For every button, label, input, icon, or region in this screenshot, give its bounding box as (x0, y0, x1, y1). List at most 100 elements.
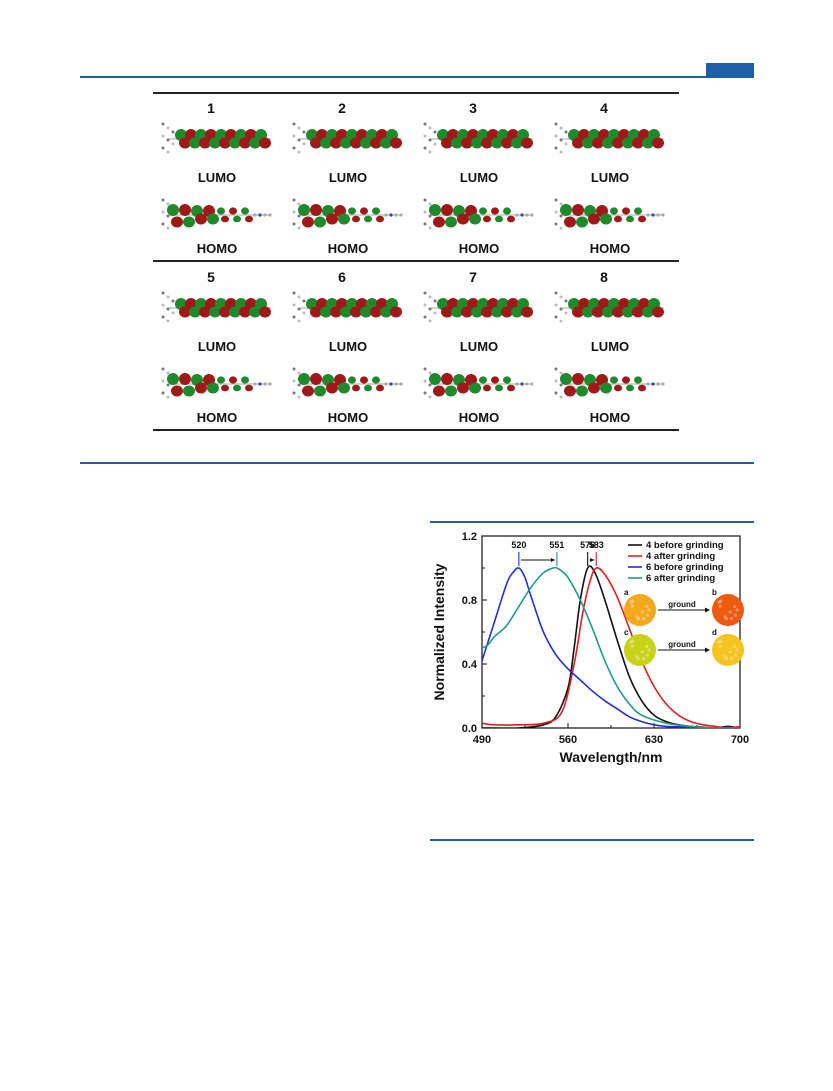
chart-top-rule (430, 521, 754, 523)
powder-grain (717, 640, 721, 644)
lumo-label: LUMO (197, 339, 237, 354)
inset-label-b: b (712, 588, 717, 597)
orbital-panel-7: 7 LUMO HOMO (415, 261, 546, 429)
lumo-label: LUMO (459, 339, 499, 354)
powder-grain (733, 644, 737, 649)
powder-grain (719, 639, 723, 643)
powder-grain (733, 653, 738, 657)
panel-number: 7 (469, 269, 477, 285)
powder-grain (631, 639, 635, 643)
panel-number: 4 (600, 100, 608, 116)
shift-arrow-6-head (550, 558, 555, 562)
lumo-orbital-image (423, 122, 533, 154)
homo-label: HOMO (458, 410, 500, 425)
emission-spectrum-chart: 490 560 630 700 0.0 0.4 0.8 1.2 Wavelength/nm Nor… (430, 520, 754, 842)
powder-grain (647, 608, 651, 612)
lumo-orbital-image (554, 291, 664, 323)
homo-orbital-image (423, 367, 534, 399)
powder-grain (728, 650, 732, 654)
lumo-orbital-image (423, 291, 533, 323)
panel-number: 8 (600, 269, 608, 285)
orbital-panel-8: 8 LUMO HOMO (546, 261, 677, 429)
lumo-label: LUMO (590, 339, 630, 354)
powder-grain (733, 604, 737, 609)
peak-label-583: 583 (589, 540, 604, 550)
legend-label-3: 6 after grinding (646, 573, 715, 584)
homo-orbital-image (423, 198, 534, 230)
orbital-bottom-rule (153, 429, 679, 431)
powder-grain (647, 648, 651, 652)
powder-grain (728, 610, 732, 614)
lumo-orbital-image (161, 291, 271, 323)
powder-grain (636, 657, 640, 661)
powder-grain (735, 608, 739, 612)
homo-orbital-image (554, 198, 665, 230)
powder-grain (641, 616, 646, 621)
homo-label: HOMO (327, 241, 369, 256)
powder-grain (718, 644, 722, 648)
homo-label: HOMO (458, 241, 500, 256)
lumo-label: LUMO (328, 170, 368, 185)
lumo-orbital-image (161, 122, 271, 154)
inset-photo-b (712, 594, 744, 626)
homo-label: HOMO (196, 410, 238, 425)
panel-number: 3 (469, 100, 477, 116)
header-rule (80, 76, 754, 78)
powder-grain (641, 656, 646, 661)
x-tick-label: 490 (473, 734, 491, 746)
ground-label-0: ground (668, 600, 696, 609)
powder-grain (631, 599, 635, 603)
orbital-mid-rule (153, 260, 679, 262)
powder-grain (635, 655, 639, 659)
orbital-figure: 1 LUMO HOMO 2 LUMO HOMO 3 LUMO HOMO 4 LUMO HOMO 5 LUM… (153, 92, 679, 431)
powder-swatch (624, 634, 656, 666)
ground-arrow-head-1 (705, 647, 710, 653)
x-tick-label: 700 (731, 734, 749, 746)
powder-grain (724, 657, 728, 661)
lumo-label: LUMO (197, 170, 237, 185)
lumo-orbital-image (292, 291, 402, 323)
powder-grain (629, 600, 633, 604)
peak-label-576: 576 (580, 540, 595, 550)
panel-number: 5 (207, 269, 215, 285)
orbital-panel-1: 1 LUMO HOMO (153, 92, 284, 260)
y-tick-label: 0.8 (462, 595, 477, 607)
powder-grain (645, 604, 649, 609)
powder-grain (636, 617, 640, 621)
shift-arrow-4-head (590, 558, 595, 562)
homo-orbital-image (554, 367, 665, 399)
homo-label: HOMO (327, 410, 369, 425)
panel-number: 6 (338, 269, 346, 285)
powder-grain (629, 640, 633, 644)
powder-swatch (624, 594, 656, 626)
powder-grain (645, 644, 649, 649)
powder-grain (735, 648, 739, 652)
inset-photo-a (624, 594, 656, 626)
powder-grain (718, 604, 722, 608)
powder-grain (724, 617, 728, 621)
powder-grain (723, 655, 727, 659)
ground-label-1: ground (668, 640, 696, 649)
powder-grain (640, 650, 644, 654)
powder-grain (645, 653, 650, 657)
powder-grain (717, 600, 721, 604)
homo-orbital-image (161, 367, 272, 399)
powder-grain (723, 615, 727, 619)
chart-svg: 490 560 630 700 0.0 0.4 0.8 1.2 Wavelength/nm Nor… (431, 531, 749, 765)
lumo-orbital-image (292, 122, 402, 154)
orbital-panel-2: 2 LUMO HOMO (284, 92, 415, 260)
inset-label-a: a (624, 588, 629, 597)
lumo-label: LUMO (590, 170, 630, 185)
y-tick-label: 0.0 (462, 723, 477, 735)
orbital-top-rule (153, 92, 679, 94)
y-axis-label: Normalized Intensity (431, 563, 447, 700)
homo-orbital-image (292, 198, 403, 230)
powder-grain (630, 644, 634, 648)
orbital-panel-4: 4 LUMO HOMO (546, 92, 677, 260)
legend-label-0: 4 before grinding (646, 540, 724, 551)
y-tick-label: 0.4 (462, 659, 478, 671)
homo-label: HOMO (589, 241, 631, 256)
header-tab (706, 63, 754, 77)
homo-orbital-image (292, 367, 403, 399)
inset-label-d: d (712, 628, 717, 637)
